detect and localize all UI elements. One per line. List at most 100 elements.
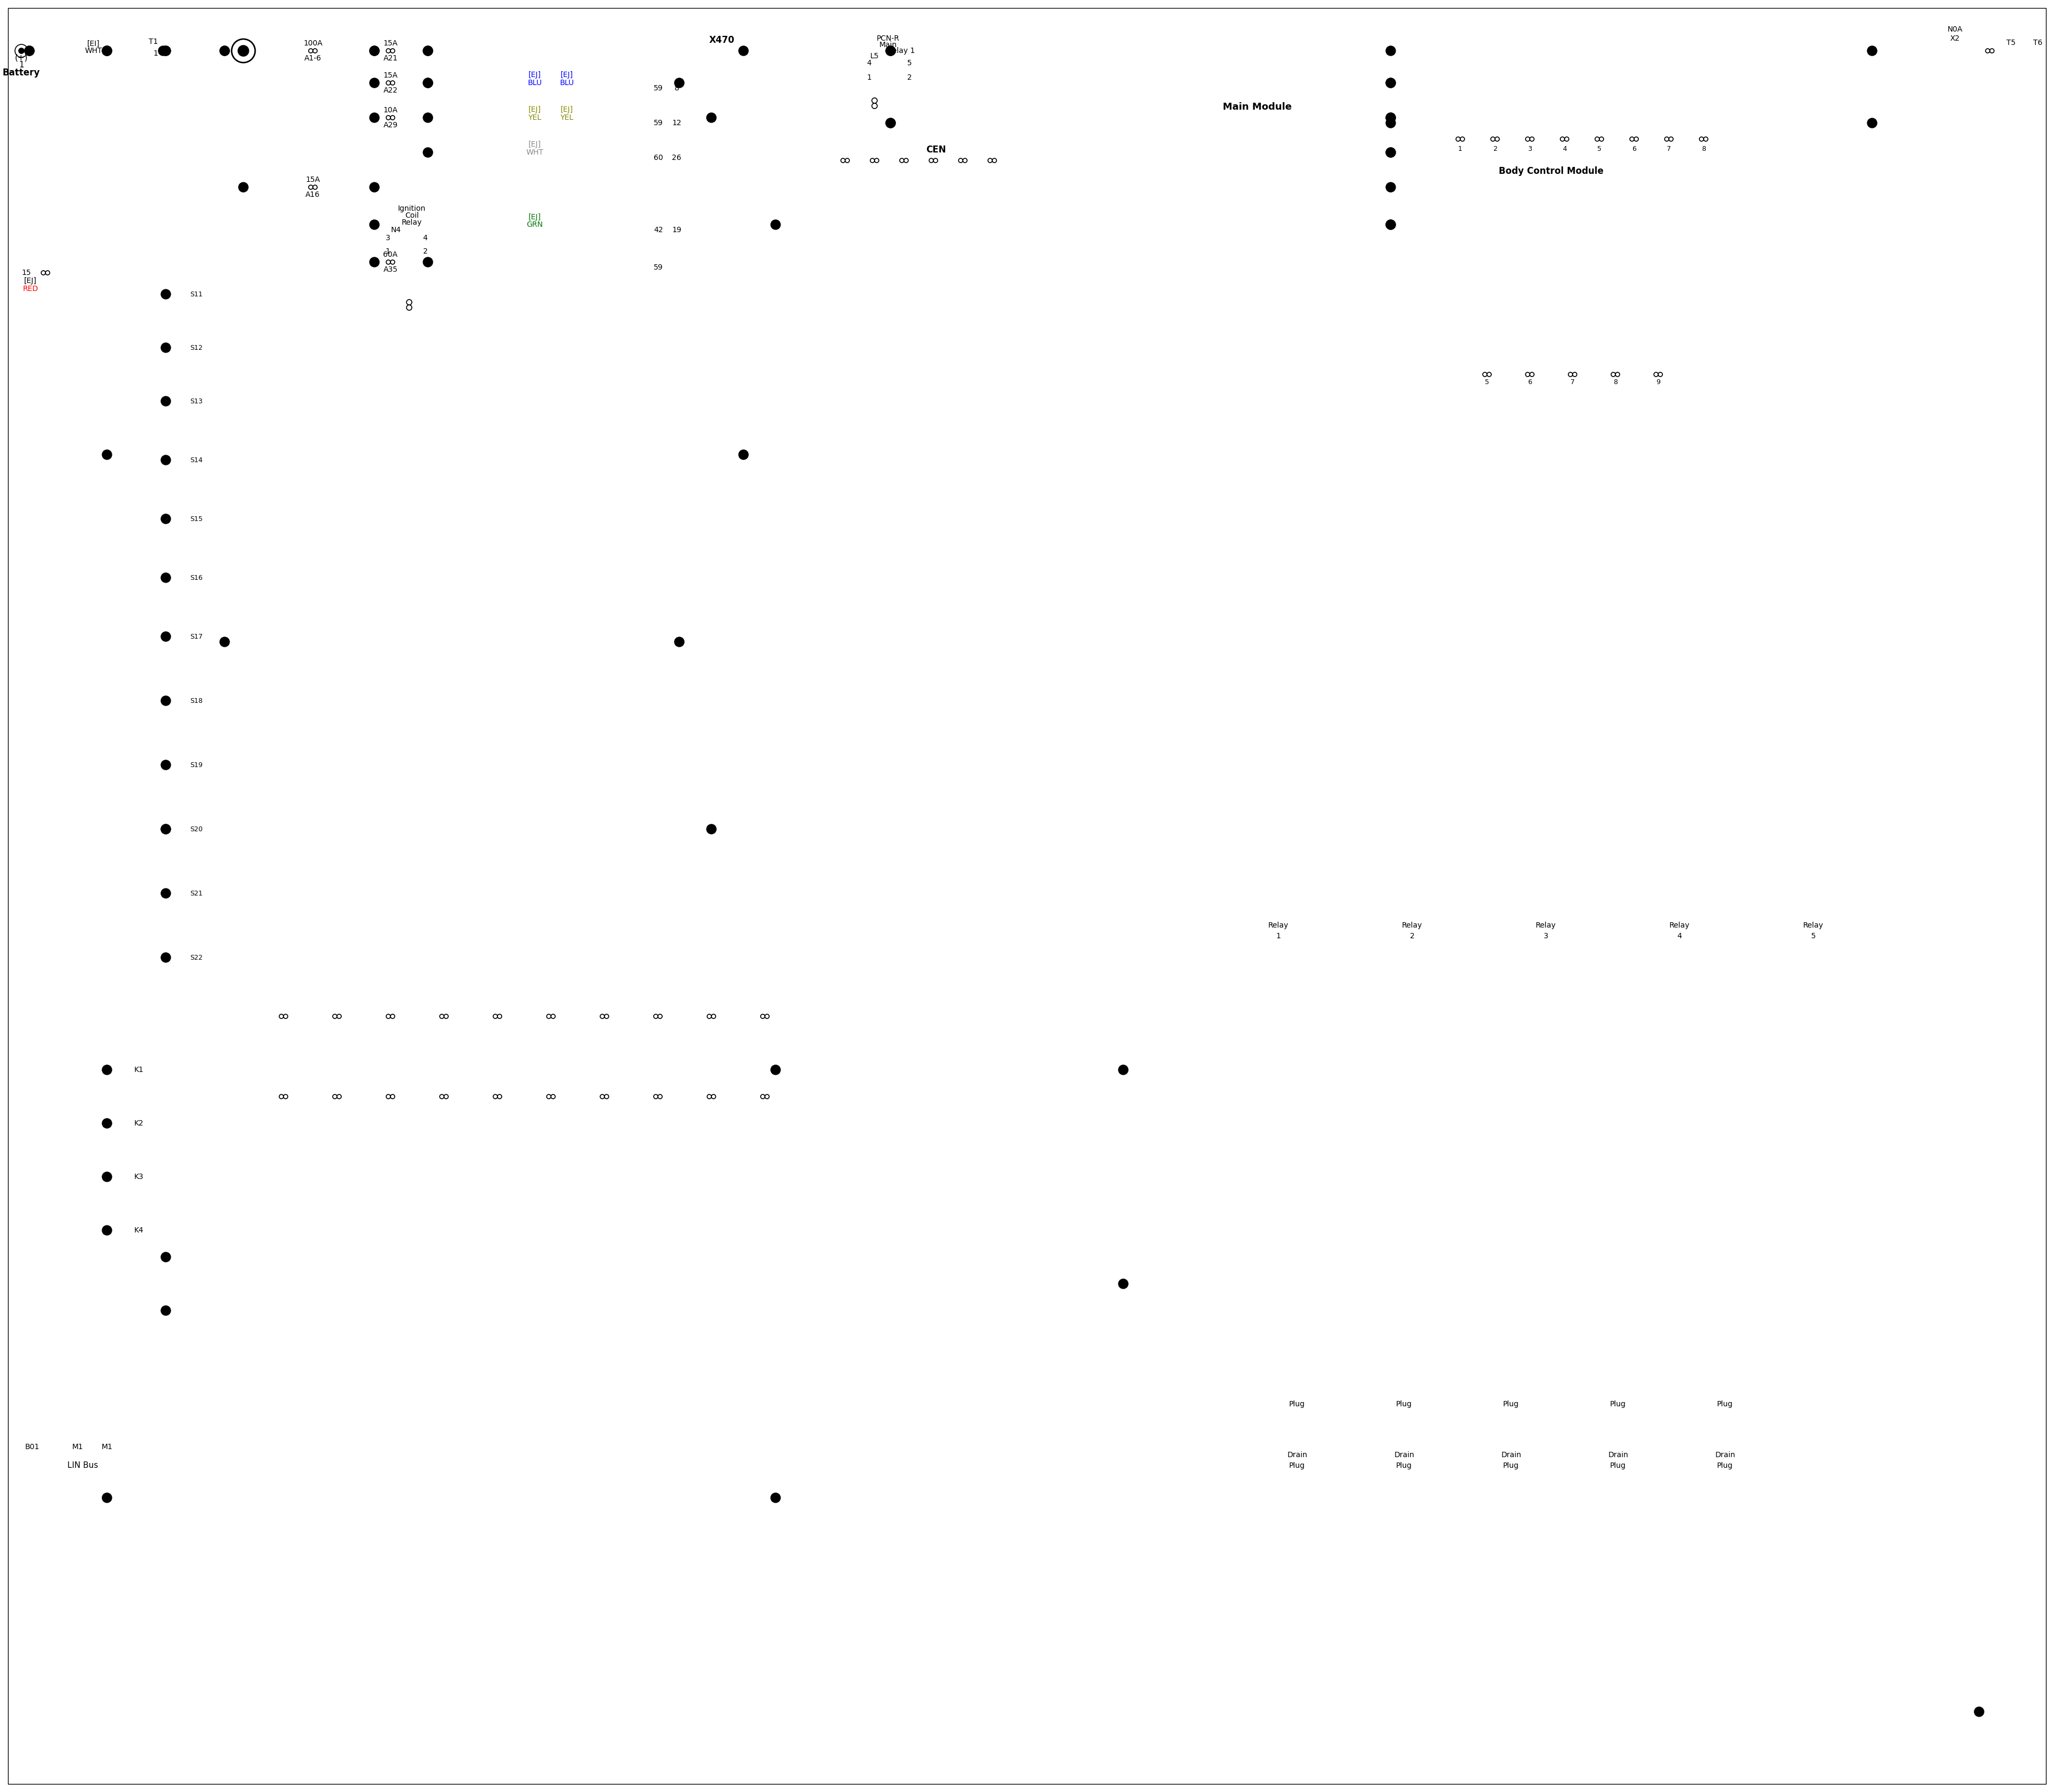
Circle shape <box>1386 183 1395 192</box>
Circle shape <box>764 1095 768 1098</box>
Circle shape <box>493 1095 497 1098</box>
Circle shape <box>674 79 684 88</box>
Bar <box>663 256 672 269</box>
Circle shape <box>546 1014 550 1018</box>
Circle shape <box>1658 373 1662 376</box>
Bar <box>1364 909 1460 1070</box>
Circle shape <box>444 1014 448 1018</box>
Circle shape <box>900 158 904 163</box>
Circle shape <box>1629 136 1635 142</box>
Circle shape <box>770 220 781 229</box>
Text: CEN: CEN <box>926 145 947 154</box>
Text: 15A: 15A <box>306 176 320 183</box>
Circle shape <box>1986 48 1990 54</box>
Text: 1: 1 <box>1276 932 1282 939</box>
Circle shape <box>103 47 111 56</box>
Circle shape <box>1386 220 1395 229</box>
Circle shape <box>1664 136 1668 142</box>
Circle shape <box>333 1095 337 1098</box>
Circle shape <box>370 220 380 229</box>
Circle shape <box>1456 136 1460 142</box>
Circle shape <box>963 158 967 163</box>
Circle shape <box>1491 136 1495 142</box>
Circle shape <box>1487 373 1491 376</box>
Text: RED: RED <box>23 285 39 292</box>
Circle shape <box>1530 373 1534 376</box>
Bar <box>871 54 914 86</box>
Text: 59: 59 <box>653 263 663 271</box>
Text: Relay: Relay <box>1670 921 1690 930</box>
Circle shape <box>160 760 170 771</box>
Circle shape <box>1386 47 1395 56</box>
Circle shape <box>959 158 963 163</box>
Text: S13: S13 <box>189 398 203 405</box>
Circle shape <box>885 118 896 127</box>
Circle shape <box>550 1095 555 1098</box>
Text: 5: 5 <box>1598 145 1602 152</box>
Bar <box>1631 909 1727 1070</box>
Circle shape <box>1596 136 1600 142</box>
Text: Body Control Module: Body Control Module <box>1499 167 1604 176</box>
Circle shape <box>423 79 433 88</box>
Text: A1-6: A1-6 <box>304 54 322 63</box>
Circle shape <box>103 450 111 459</box>
Text: [EJ]: [EJ] <box>528 213 542 220</box>
Circle shape <box>160 514 170 523</box>
Bar <box>1471 1391 1551 1498</box>
Circle shape <box>657 1014 661 1018</box>
Bar <box>1444 108 1764 267</box>
Text: M1: M1 <box>72 1443 82 1452</box>
Bar <box>16 272 45 337</box>
Bar <box>1364 1391 1444 1498</box>
Circle shape <box>770 1064 781 1075</box>
Text: 19: 19 <box>672 226 682 233</box>
Circle shape <box>18 48 25 54</box>
Circle shape <box>1653 373 1658 376</box>
Circle shape <box>308 48 312 54</box>
Text: 1: 1 <box>1458 145 1462 152</box>
Circle shape <box>370 258 380 267</box>
Circle shape <box>160 824 170 833</box>
Text: Ignition: Ignition <box>398 204 425 213</box>
Circle shape <box>992 158 996 163</box>
Circle shape <box>1561 136 1565 142</box>
Circle shape <box>390 81 394 84</box>
Circle shape <box>1569 373 1573 376</box>
Circle shape <box>103 47 111 56</box>
Circle shape <box>370 47 380 56</box>
Circle shape <box>739 450 748 459</box>
Bar <box>123 1220 156 1242</box>
Text: 2: 2 <box>1409 932 1415 939</box>
Circle shape <box>279 1014 283 1018</box>
Circle shape <box>657 1095 661 1098</box>
Circle shape <box>1635 136 1639 142</box>
Circle shape <box>1703 136 1709 142</box>
Circle shape <box>333 1014 337 1018</box>
Circle shape <box>1573 373 1577 376</box>
Circle shape <box>337 1095 341 1098</box>
Text: Plug: Plug <box>1504 1462 1520 1469</box>
Text: X2: X2 <box>1949 34 1960 43</box>
Text: PCN-R: PCN-R <box>877 34 900 43</box>
Text: S17: S17 <box>189 633 203 640</box>
Circle shape <box>220 47 230 56</box>
Text: 4: 4 <box>1563 145 1567 152</box>
Bar <box>183 627 212 647</box>
Text: 9: 9 <box>1656 378 1660 385</box>
Text: S16: S16 <box>189 573 203 581</box>
Circle shape <box>160 342 170 353</box>
Circle shape <box>497 1095 501 1098</box>
Bar <box>183 339 212 357</box>
Bar <box>183 754 212 774</box>
Text: S20: S20 <box>189 826 203 833</box>
Circle shape <box>493 1014 497 1018</box>
Text: Plug: Plug <box>1290 1462 1304 1469</box>
Circle shape <box>158 47 168 56</box>
Circle shape <box>711 1095 715 1098</box>
Text: 1: 1 <box>867 73 871 81</box>
Circle shape <box>160 396 170 407</box>
Circle shape <box>238 47 249 56</box>
Text: S18: S18 <box>189 697 203 704</box>
Text: Main: Main <box>879 41 898 48</box>
Circle shape <box>1386 147 1395 158</box>
